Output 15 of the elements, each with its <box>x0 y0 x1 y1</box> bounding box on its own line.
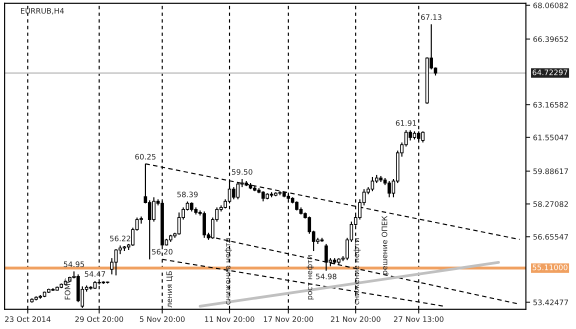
candlestick <box>177 212 181 236</box>
candlestick <box>148 200 152 260</box>
candlestick <box>261 190 265 202</box>
candlestick <box>388 180 391 198</box>
candlestick <box>236 182 240 200</box>
candlestick <box>324 243 328 272</box>
candlestick <box>408 130 412 142</box>
candlestick <box>421 130 425 144</box>
candlestick <box>190 202 194 212</box>
candlestick <box>232 186 236 200</box>
candlestick <box>295 200 298 212</box>
candlestick <box>114 248 118 276</box>
candlestick <box>370 176 374 192</box>
candlestick <box>202 210 206 238</box>
candlestick <box>152 196 156 222</box>
